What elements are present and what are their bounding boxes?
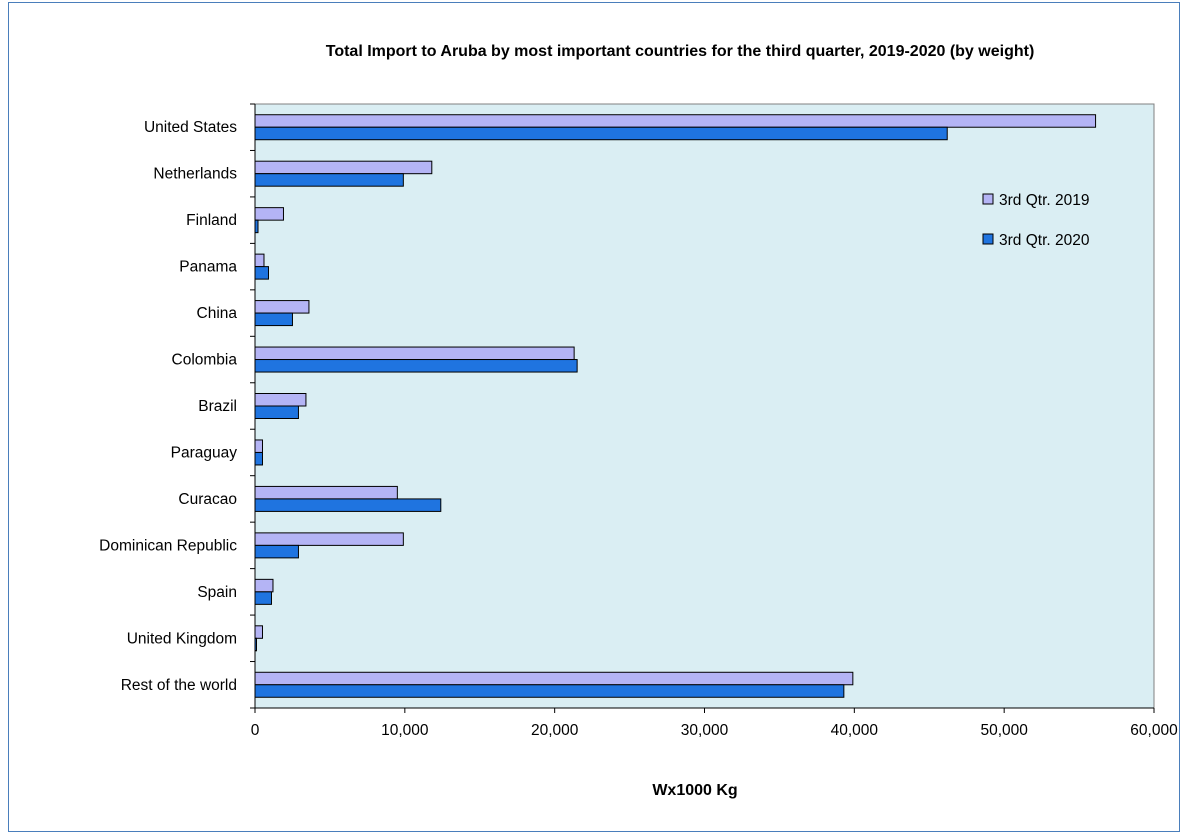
- plot-area: [254, 103, 1155, 709]
- bar-2020-panama: [254, 266, 269, 280]
- category-label: Brazil: [198, 398, 237, 415]
- bar-2019-rest-of-the-world: [254, 671, 854, 686]
- x-axis-title: Wx1000 Kg: [652, 782, 737, 799]
- bar-2019-united-states: [254, 114, 1097, 128]
- bar-2020-brazil: [254, 405, 299, 419]
- legend-label-2020: 3rd Qtr. 2020: [999, 232, 1090, 249]
- category-label: Rest of the world: [121, 677, 237, 694]
- bar-2019-paraguay: [254, 439, 263, 453]
- legend-swatch-2019: [982, 193, 994, 205]
- bar-2020-united-states: [254, 126, 948, 141]
- bar-2020-curacao: [254, 498, 442, 512]
- bar-2019-finland: [254, 207, 284, 221]
- category-label: Colombia: [172, 352, 238, 369]
- bar-2019-colombia: [254, 346, 575, 361]
- legend-label-2019: 3rd Qtr. 2019: [999, 192, 1089, 209]
- bar-2019-united-kingdom: [254, 625, 263, 639]
- bar-2019-china: [254, 300, 310, 314]
- bar-2019-netherlands: [254, 160, 433, 175]
- category-label: Panama: [179, 259, 237, 276]
- category-label: China: [197, 305, 238, 322]
- category-label: Netherlands: [153, 166, 237, 183]
- bar-2019-brazil: [254, 393, 307, 407]
- bar-2019-dominican-republic: [254, 532, 404, 546]
- bar-2020-netherlands: [254, 173, 404, 187]
- legend-swatch-2020: [982, 233, 994, 245]
- category-label: Finland: [186, 212, 237, 229]
- x-tick-label: 30,000: [681, 722, 729, 739]
- x-tick-label: 50,000: [980, 722, 1028, 739]
- bar-2019-spain: [254, 578, 274, 593]
- bar-2020-spain: [254, 591, 272, 605]
- category-label: Curacao: [178, 491, 237, 508]
- category-label: United Kingdom: [127, 630, 237, 647]
- bar-2020-paraguay: [254, 451, 263, 466]
- category-label: Dominican Republic: [99, 537, 237, 554]
- x-tick-label: 10,000: [381, 722, 429, 739]
- bar-2020-china: [254, 312, 293, 327]
- chart-title: Total Import to Aruba by most important …: [326, 43, 1035, 60]
- bar-2019-panama: [254, 253, 265, 268]
- bar-2020-rest-of-the-world: [254, 684, 845, 698]
- bar-2020-colombia: [254, 359, 578, 373]
- bar-2020-dominican-republic: [254, 544, 299, 559]
- bar-2019-curacao: [254, 485, 398, 500]
- x-tick-label: 0: [251, 722, 260, 739]
- x-tick-label: 40,000: [831, 722, 879, 739]
- category-label: Paraguay: [171, 444, 238, 461]
- category-label: United States: [144, 119, 237, 136]
- category-label: Spain: [197, 584, 237, 601]
- x-tick-label: 20,000: [531, 722, 579, 739]
- x-tick-label: 60,000: [1130, 722, 1178, 739]
